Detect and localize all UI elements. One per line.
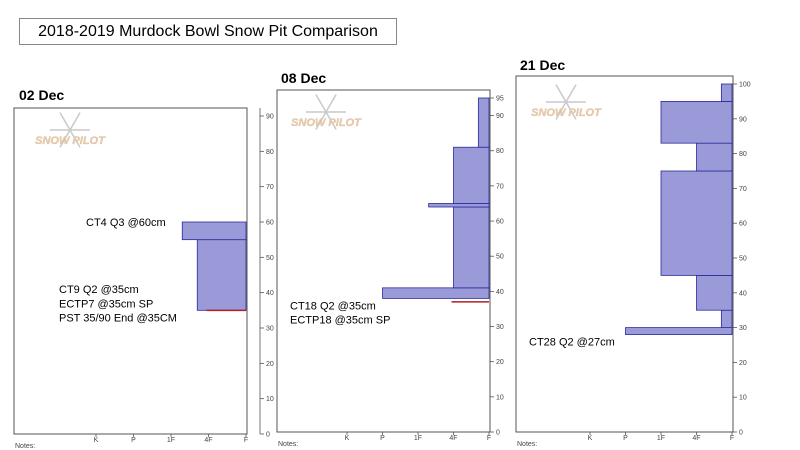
y-tick-label: 70 — [266, 184, 274, 191]
x-tick-label: 1F — [167, 437, 175, 444]
snowflake-icon — [555, 101, 567, 120]
hardness-bar — [696, 274, 733, 311]
y-tick-label: 90 — [266, 114, 274, 121]
pit-chart-1: SNOW PILOT 0 10 20 30 40 50 60 70 80 90 K P 1F 4F F Note… — [13, 107, 274, 450]
y-tick-label: 50 — [739, 256, 747, 263]
y-tick-label: 60 — [496, 219, 504, 226]
x-tick-label: F — [244, 437, 248, 444]
x-tick-label: K — [345, 435, 350, 442]
x-tick-label: 1F — [657, 435, 665, 442]
hardness-bar — [453, 206, 490, 289]
y-tick-label: 20 — [496, 359, 504, 366]
hardness-bar — [625, 327, 733, 335]
x-tick-label: K — [588, 435, 593, 442]
hardness-bar — [428, 203, 490, 208]
x-tick-label: K — [94, 437, 99, 444]
y-tick-label: 50 — [266, 255, 274, 262]
logo-text: SNOW PILOT — [531, 107, 602, 119]
y-tick-label: 60 — [739, 221, 747, 228]
pit-date-1: 02 Dec — [19, 87, 65, 103]
notes-label: Notes: — [278, 441, 298, 448]
pit-chart-2: SNOW PILOT 0 10 20 30 40 50 60 70 80 90 95 K P 1F 4F F No… — [276, 89, 504, 448]
y-tick-label: 70 — [496, 183, 504, 190]
y-tick-label: 80 — [266, 149, 274, 156]
y-tick-label: 60 — [266, 220, 274, 227]
y-tick-label: 80 — [739, 151, 747, 158]
y-tick-label: 0 — [266, 432, 270, 439]
snowflake-icon — [315, 111, 327, 130]
y-tick-label: 0 — [496, 430, 500, 437]
y-tick-label: 100 — [739, 82, 751, 89]
hardness-bar — [477, 97, 490, 148]
test-annotation: PST 35/90 End @35CM — [59, 312, 177, 324]
snowflake-icon — [59, 129, 71, 148]
y-tick-label: 0 — [739, 430, 743, 437]
x-tick-label: P — [623, 435, 628, 442]
snowflake-icon — [565, 84, 577, 103]
pit-chart-3: SNOW PILOT 0 10 20 30 40 50 60 70 80 90 100 K P 1F 4F F N… — [515, 75, 751, 448]
hardness-bar — [196, 239, 247, 311]
snow-pilot-logo: SNOW PILOT — [531, 84, 602, 120]
y-tick-label: 90 — [496, 113, 504, 120]
y-tick-label: 40 — [739, 290, 747, 297]
hardness-bar — [720, 83, 733, 102]
hardness-bar — [720, 309, 733, 329]
x-tick-label: P — [380, 435, 385, 442]
snow-pilot-logo: SNOW PILOT — [35, 112, 106, 148]
y-tick-label: 10 — [739, 395, 747, 402]
x-tick-label: 4F — [449, 435, 457, 442]
test-annotation: CT4 Q3 @60cm — [86, 217, 166, 229]
snowflake-icon — [69, 129, 81, 148]
snowflake-icon — [565, 101, 577, 120]
hardness-bar — [453, 146, 490, 204]
snowflake-icon — [555, 84, 567, 103]
test-annotation: CT9 Q2 @35cm — [59, 284, 139, 296]
x-tick-label: 4F — [204, 437, 212, 444]
x-tick-label: 4F — [692, 435, 700, 442]
y-tick-label: 30 — [496, 324, 504, 331]
y-tick-label: 30 — [739, 325, 747, 332]
y-tick-label: 70 — [739, 186, 747, 193]
snowflake-icon — [325, 94, 337, 113]
y-tick-label: 20 — [266, 361, 274, 368]
hardness-bar — [696, 142, 733, 172]
hardness-bar — [660, 101, 733, 144]
hardness-bar — [660, 170, 733, 276]
test-annotation: ECTP7 @35cm SP — [59, 298, 153, 310]
x-tick-label: F — [487, 435, 491, 442]
y-tick-label: 10 — [496, 394, 504, 401]
hardness-bar — [382, 287, 490, 299]
page-title-text: 2018-2019 Murdock Bowl Snow Pit Comparis… — [38, 22, 378, 40]
notes-label: Notes: — [517, 441, 537, 448]
snow-pilot-logo: SNOW PILOT — [291, 94, 362, 130]
y-tick-label: 50 — [496, 254, 504, 261]
x-tick-label: F — [730, 435, 734, 442]
test-annotation: ECTP18 @35cm SP — [290, 314, 390, 326]
x-tick-label: 1F — [414, 435, 422, 442]
y-tick-label: 10 — [266, 396, 274, 403]
test-annotation: CT18 Q2 @35cm — [290, 300, 376, 312]
y-tick-label: 80 — [496, 148, 504, 155]
notes-label: Notes: — [15, 443, 35, 450]
y-tick-label: 20 — [739, 360, 747, 367]
pit-date-2: 08 Dec — [281, 70, 327, 86]
snowflake-icon — [325, 111, 337, 130]
y-tick-label: 95 — [496, 96, 504, 103]
logo-text: SNOW PILOT — [291, 117, 362, 129]
snowflake-icon — [69, 112, 81, 131]
logo-text: SNOW PILOT — [35, 135, 106, 147]
snowflake-icon — [59, 112, 71, 131]
y-tick-label: 30 — [266, 326, 274, 333]
y-tick-label: 90 — [739, 116, 747, 123]
page-title: 2018-2019 Murdock Bowl Snow Pit Comparis… — [19, 18, 397, 45]
test-annotation: CT28 Q2 @27cm — [529, 337, 615, 349]
pit-date-3: 21 Dec — [520, 57, 566, 73]
snowflake-icon — [315, 94, 327, 113]
y-tick-label: 40 — [496, 289, 504, 296]
hardness-bar — [181, 221, 247, 241]
y-tick-label: 40 — [266, 290, 274, 297]
x-tick-label: P — [131, 437, 136, 444]
